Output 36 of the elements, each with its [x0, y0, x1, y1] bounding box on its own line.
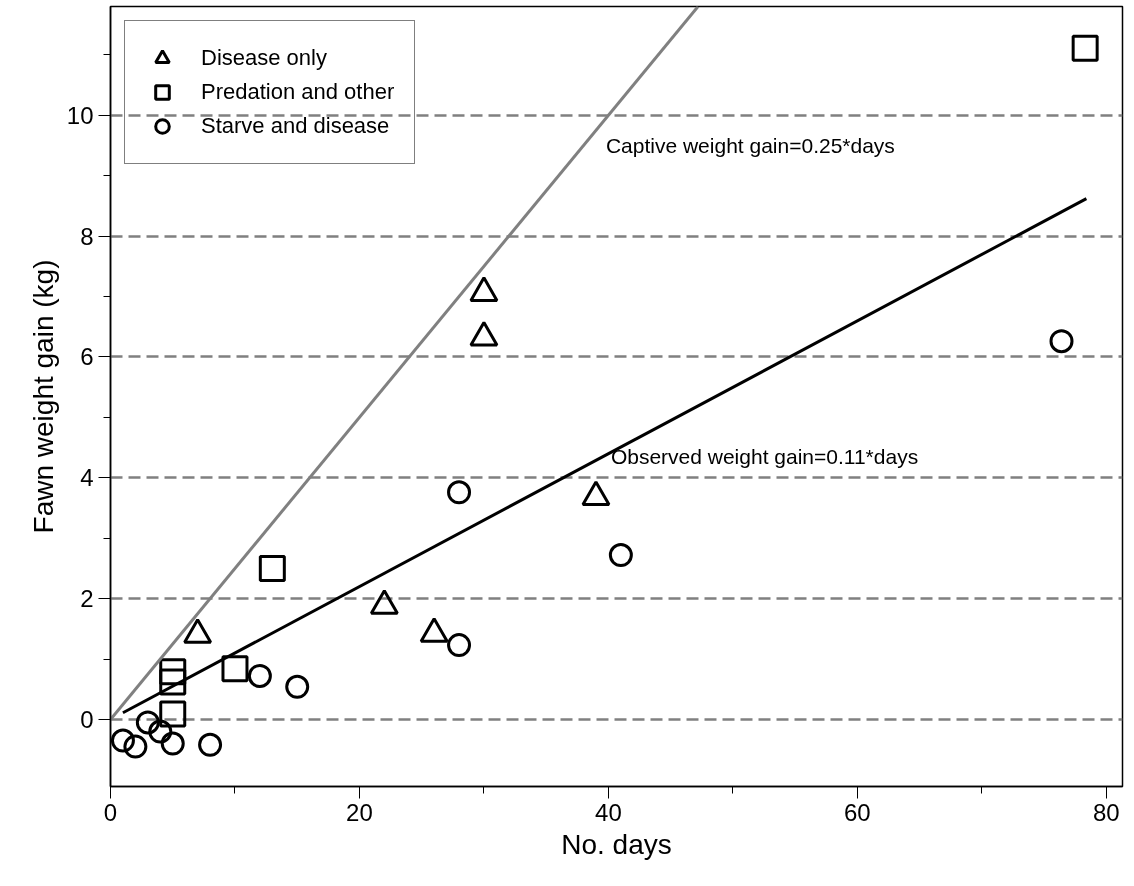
point	[1071, 34, 1099, 62]
x-tick-label: 40	[595, 798, 622, 826]
x-tick-label: 20	[346, 798, 373, 826]
point	[159, 668, 187, 696]
annotation: Captive weight gain=0.25*days	[605, 133, 895, 157]
y-axis-title: Fawn weight gain (kg)	[27, 259, 59, 534]
point	[285, 674, 310, 699]
point	[110, 728, 135, 753]
y-tick-label: 6	[80, 343, 94, 371]
point	[159, 658, 187, 686]
x-tick-label: 80	[1092, 798, 1120, 826]
legend-label: Starve and disease	[201, 113, 390, 139]
x-tick-label: 0	[103, 798, 118, 826]
y-tick-label: 0	[80, 705, 94, 733]
point	[135, 710, 160, 735]
legend-label: Disease only	[201, 45, 327, 71]
point	[148, 719, 173, 744]
y-tick-label: 8	[80, 222, 94, 250]
annotation: Observed weight gain=0.11*days	[610, 444, 919, 468]
point	[608, 543, 633, 568]
point	[159, 700, 187, 728]
x-axis-title: No. days	[561, 828, 672, 860]
legend-label: Predation and other	[201, 79, 395, 105]
x-tick-label: 60	[844, 798, 871, 826]
point	[1049, 329, 1074, 354]
y-tick-label: 4	[80, 464, 94, 492]
y-tick-label: 2	[80, 585, 94, 613]
point	[160, 731, 185, 756]
y-tick-label: 10	[66, 101, 94, 129]
point	[247, 663, 272, 688]
point	[447, 633, 472, 658]
point	[221, 655, 249, 683]
point	[258, 554, 286, 582]
point	[447, 480, 472, 505]
point	[123, 734, 148, 759]
point	[198, 732, 223, 757]
